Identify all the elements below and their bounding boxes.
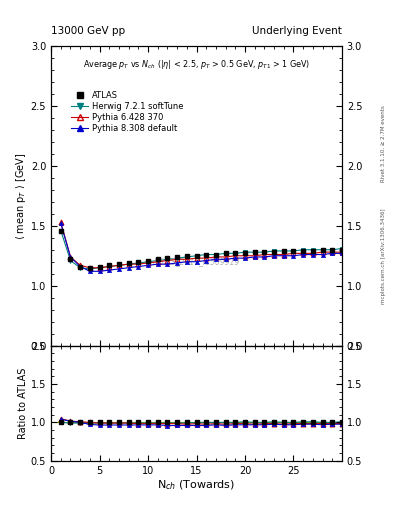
Y-axis label: ⟨ mean p$_T$ ⟩ [GeV]: ⟨ mean p$_T$ ⟩ [GeV] [14,152,28,240]
X-axis label: N$_{ch}$ (Towards): N$_{ch}$ (Towards) [157,478,236,492]
Text: mcplots.cern.ch [arXiv:1306.3436]: mcplots.cern.ch [arXiv:1306.3436] [381,208,386,304]
Text: Underlying Event: Underlying Event [252,26,342,36]
Text: ATLAS_2017_I1509919: ATLAS_2017_I1509919 [153,257,240,266]
Text: Average $p_T$ vs $N_{ch}$ ($|\eta|$ < 2.5, $p_T$ > 0.5 GeV, $p_{T1}$ > 1 GeV): Average $p_T$ vs $N_{ch}$ ($|\eta|$ < 2.… [83,58,310,71]
Y-axis label: Ratio to ATLAS: Ratio to ATLAS [18,368,28,439]
Text: 13000 GeV pp: 13000 GeV pp [51,26,125,36]
Text: Rivet 3.1.10, ≥ 2.7M events: Rivet 3.1.10, ≥ 2.7M events [381,105,386,182]
Legend: ATLAS, Herwig 7.2.1 softTune, Pythia 6.428 370, Pythia 8.308 default: ATLAS, Herwig 7.2.1 softTune, Pythia 6.4… [70,89,185,135]
